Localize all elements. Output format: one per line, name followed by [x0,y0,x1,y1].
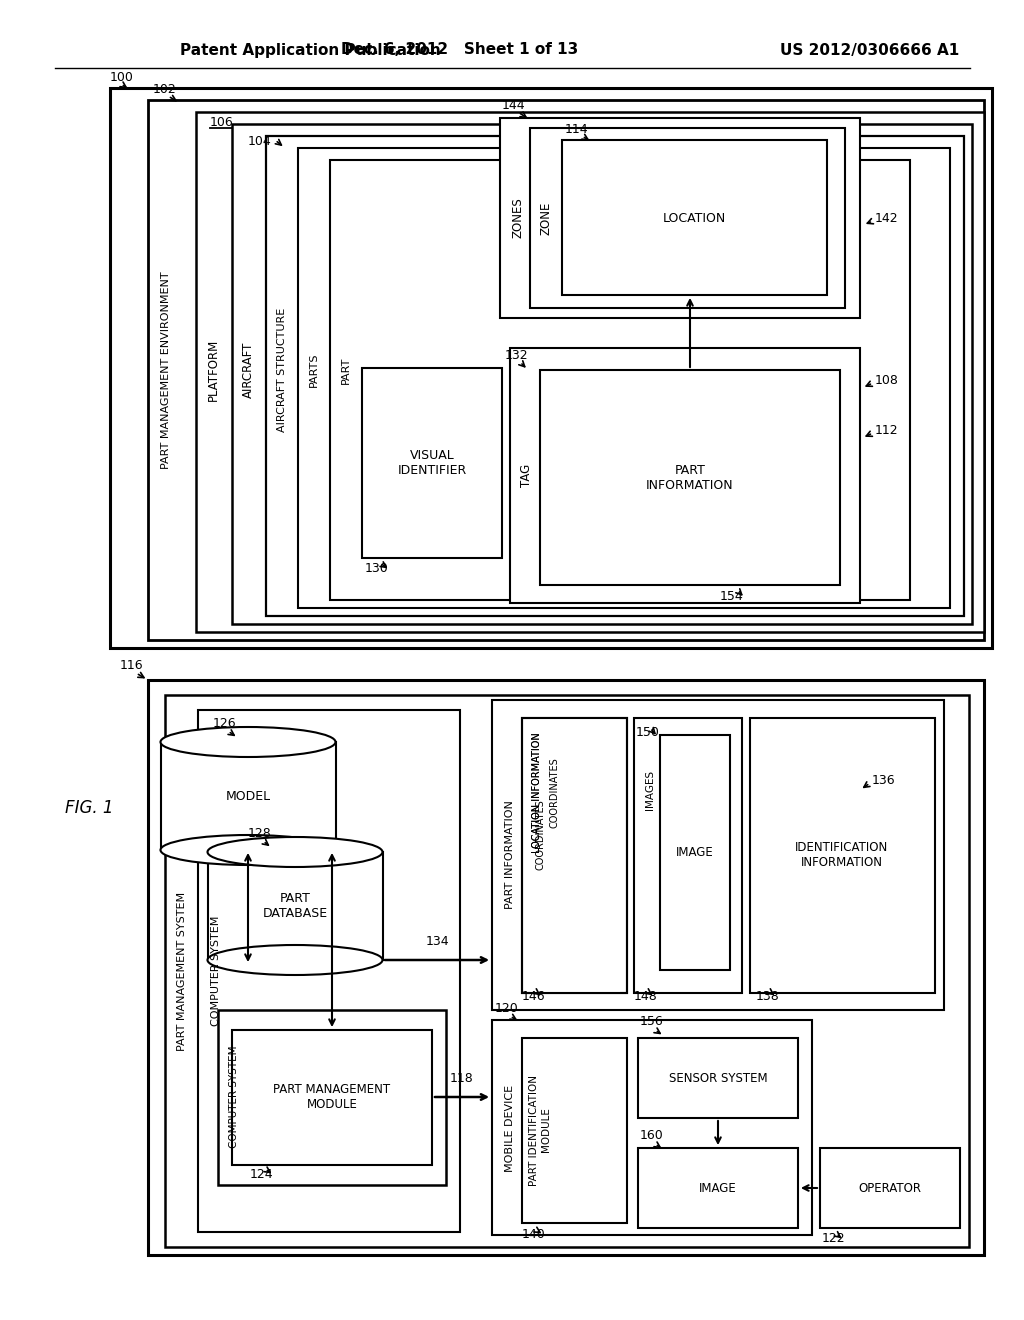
Ellipse shape [161,836,336,865]
Bar [266,136,964,616]
Text: MOBILE DEVICE: MOBILE DEVICE [505,1085,515,1172]
Text: PART MANAGEMENT ENVIRONMENT: PART MANAGEMENT ENVIRONMENT [161,271,171,469]
Text: 112: 112 [874,424,899,437]
Text: PART MANAGEMENT
MODULE: PART MANAGEMENT MODULE [273,1082,390,1111]
Text: IMAGES: IMAGES [645,770,655,810]
Text: 120: 120 [495,1002,519,1015]
Bar [530,128,845,308]
Bar [540,370,840,585]
Text: SENSOR SYSTEM: SENSOR SYSTEM [669,1072,767,1085]
Bar [522,718,627,993]
Text: 128: 128 [248,828,271,840]
Text: 126: 126 [213,717,237,730]
Text: PART
INFORMATION: PART INFORMATION [646,465,734,492]
Text: 144: 144 [502,99,525,112]
Bar [198,710,460,1232]
Text: 118: 118 [451,1072,474,1085]
Bar [522,1038,627,1224]
Text: US 2012/0306666 A1: US 2012/0306666 A1 [780,42,959,58]
Text: AIRCRAFT: AIRCRAFT [242,342,255,399]
Bar [522,718,627,993]
Text: 160: 160 [640,1129,664,1142]
Bar [530,718,620,993]
Bar [330,160,910,601]
Text: COMPUTER SYSTEM: COMPUTER SYSTEM [229,1045,239,1148]
Text: 102: 102 [153,83,177,96]
Text: COORDINATES: COORDINATES [550,758,560,829]
Text: TAG: TAG [520,463,534,487]
Bar [492,700,944,1010]
Bar [562,140,827,294]
Text: OPERATOR: OPERATOR [858,1181,922,1195]
Bar [208,851,383,960]
Bar [196,112,984,632]
Text: 122: 122 [822,1232,846,1245]
Bar [638,1148,798,1228]
Text: 116: 116 [120,659,143,672]
Bar [110,88,992,648]
Text: 156: 156 [640,1015,664,1028]
Text: Patent Application Publication: Patent Application Publication [180,42,440,58]
Text: 146: 146 [522,990,546,1003]
Text: 108: 108 [874,374,899,387]
Text: 100: 100 [110,71,134,84]
Ellipse shape [161,727,336,756]
Text: 132: 132 [505,348,528,362]
Bar [148,100,984,640]
Ellipse shape [208,837,383,867]
Text: IDENTIFICATION
INFORMATION: IDENTIFICATION INFORMATION [796,841,889,869]
Text: 134: 134 [425,935,449,948]
Text: 142: 142 [874,211,899,224]
Text: PLATFORM: PLATFORM [207,339,219,401]
Bar [165,696,969,1247]
Text: PART
DATABASE: PART DATABASE [262,892,328,920]
Bar [660,735,730,970]
Text: IMAGE: IMAGE [676,846,714,859]
Text: ZONES: ZONES [512,198,524,239]
Text: 130: 130 [365,562,389,576]
Text: LOCATION INFORMATION: LOCATION INFORMATION [532,733,542,853]
Text: COMPUTER SYSTEM: COMPUTER SYSTEM [211,916,221,1026]
Bar [232,124,972,624]
Text: VISUAL
IDENTIFIER: VISUAL IDENTIFIER [397,449,467,477]
Text: AIRCRAFT STRUCTURE: AIRCRAFT STRUCTURE [278,308,287,432]
Text: 114: 114 [565,123,589,136]
Bar [362,368,502,558]
Bar [232,1030,432,1166]
Text: PARTS: PARTS [309,352,319,387]
Bar [634,718,742,993]
Text: FIG. 1: FIG. 1 [65,799,114,817]
Ellipse shape [208,945,383,975]
Bar [510,348,860,603]
Bar [750,718,935,993]
Text: 140: 140 [522,1228,546,1241]
Bar [161,742,336,850]
Text: IMAGE: IMAGE [699,1181,737,1195]
Bar [492,1020,812,1236]
Bar [638,1038,798,1118]
Text: ZONE: ZONE [540,202,553,235]
Bar [500,117,860,318]
Text: Dec. 6, 2012   Sheet 1 of 13: Dec. 6, 2012 Sheet 1 of 13 [341,42,579,58]
Bar [298,148,950,609]
Bar [218,1010,446,1185]
Bar [820,1148,961,1228]
Text: LOCATION: LOCATION [663,211,726,224]
Text: 136: 136 [872,774,896,787]
Text: 124: 124 [250,1168,273,1181]
Text: 148: 148 [634,990,657,1003]
Text: PART IDENTIFICATION
MODULE: PART IDENTIFICATION MODULE [529,1074,551,1185]
Text: 154: 154 [720,590,743,603]
Text: 138: 138 [756,990,779,1003]
Text: COORDINATES: COORDINATES [535,800,545,870]
Bar [148,680,984,1255]
Text: LOCATION INFORMATION: LOCATION INFORMATION [532,733,542,853]
Text: MODEL: MODEL [225,789,270,803]
Text: 106: 106 [210,116,233,129]
Text: 104: 104 [248,135,271,148]
Text: PART INFORMATION: PART INFORMATION [505,800,515,909]
Text: PART: PART [341,356,351,384]
Text: PART MANAGEMENT SYSTEM: PART MANAGEMENT SYSTEM [177,891,187,1051]
Text: 150: 150 [636,726,659,739]
